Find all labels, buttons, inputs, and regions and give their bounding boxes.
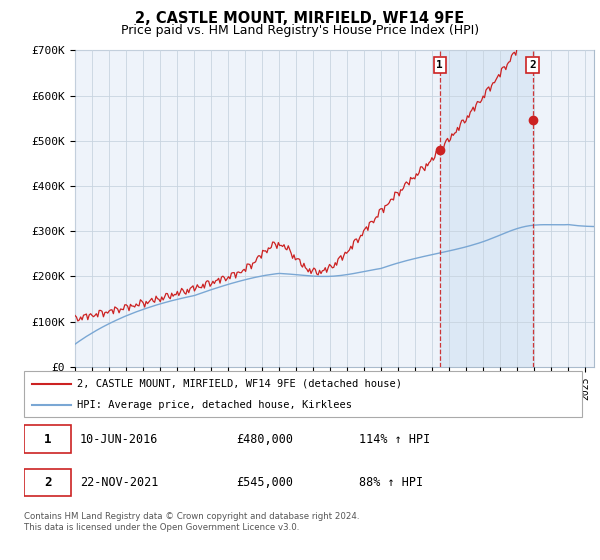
FancyBboxPatch shape [24, 425, 71, 453]
FancyBboxPatch shape [24, 469, 71, 496]
Text: £480,000: £480,000 [236, 432, 293, 446]
Text: £545,000: £545,000 [236, 476, 293, 489]
Text: 2: 2 [44, 476, 52, 489]
Text: Price paid vs. HM Land Registry's House Price Index (HPI): Price paid vs. HM Land Registry's House … [121, 24, 479, 36]
Text: 2, CASTLE MOUNT, MIRFIELD, WF14 9FE (detached house): 2, CASTLE MOUNT, MIRFIELD, WF14 9FE (det… [77, 379, 402, 389]
Text: HPI: Average price, detached house, Kirklees: HPI: Average price, detached house, Kirk… [77, 400, 352, 410]
Text: Contains HM Land Registry data © Crown copyright and database right 2024.
This d: Contains HM Land Registry data © Crown c… [24, 512, 359, 532]
Text: 10-JUN-2016: 10-JUN-2016 [80, 432, 158, 446]
Text: 1: 1 [436, 60, 443, 70]
FancyBboxPatch shape [24, 371, 582, 417]
Bar [440, 50, 533, 367]
Text: 114% ↑ HPI: 114% ↑ HPI [359, 432, 430, 446]
Text: 2, CASTLE MOUNT, MIRFIELD, WF14 9FE: 2, CASTLE MOUNT, MIRFIELD, WF14 9FE [136, 11, 464, 26]
Text: 1: 1 [44, 432, 52, 446]
Text: 22-NOV-2021: 22-NOV-2021 [80, 476, 158, 489]
Text: 2: 2 [529, 60, 536, 70]
Text: 88% ↑ HPI: 88% ↑ HPI [359, 476, 423, 489]
